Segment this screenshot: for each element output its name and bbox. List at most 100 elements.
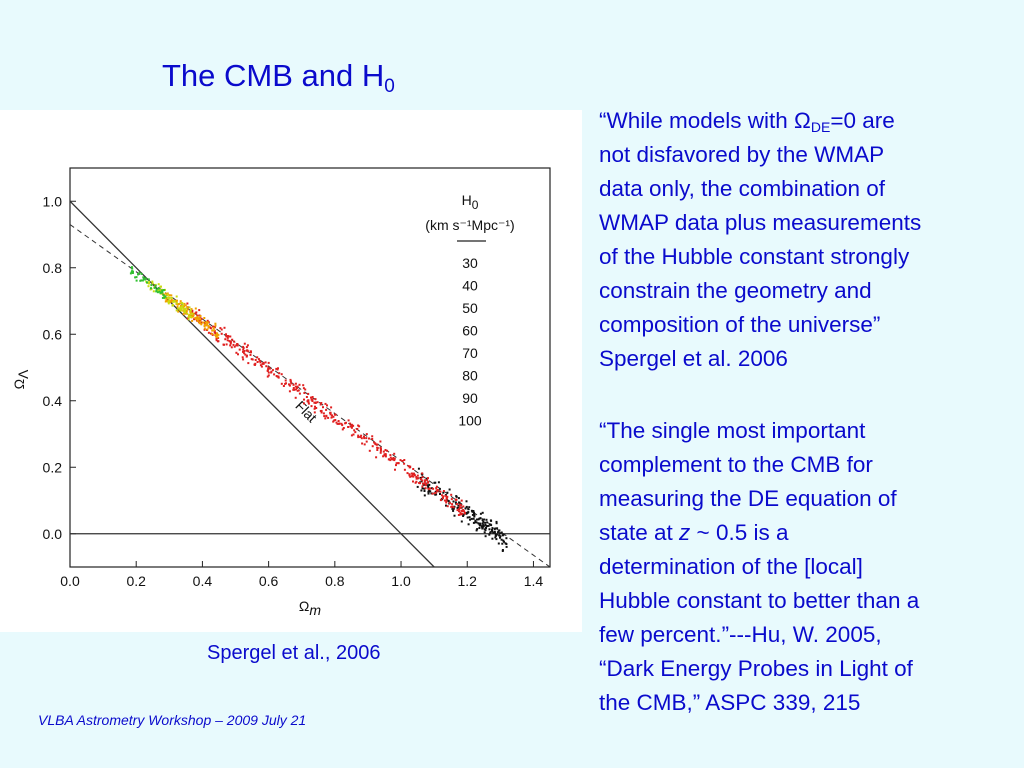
scatter-point (491, 528, 493, 531)
scatter-point (289, 378, 292, 381)
scatter-point (375, 456, 378, 459)
scatter-point (334, 419, 337, 421)
quote-line: data only, the combination of (599, 172, 1019, 206)
scatter-point (416, 485, 419, 488)
x-tick-label: 0.4 (193, 573, 213, 589)
scatter-point (166, 292, 169, 295)
scatter-point (485, 527, 487, 529)
scatter-point (419, 482, 421, 485)
scatter-point (280, 373, 283, 376)
scatter-point (190, 311, 193, 314)
scatter-point (479, 517, 482, 520)
scatter-point (304, 388, 307, 391)
scatter-point (337, 422, 340, 425)
scatter-point (486, 525, 488, 527)
scatter-point (463, 511, 466, 514)
scatter-point (341, 428, 344, 431)
scatter-point (164, 295, 167, 298)
scatter-point (303, 402, 305, 405)
scatter-point (417, 477, 420, 480)
scatter-point (363, 443, 366, 446)
scatter-point (246, 349, 249, 352)
scatter-point (292, 387, 295, 389)
scatter-point (428, 489, 431, 492)
scatter-point (229, 344, 232, 347)
scatter-point (492, 531, 495, 534)
quote-text: complement to the CMB for (599, 452, 873, 477)
scatter-point (495, 520, 498, 523)
scatter-point (331, 414, 333, 417)
scatter-point (445, 496, 448, 499)
scatter-point (403, 468, 406, 471)
scatter-point (168, 294, 171, 297)
scatter-point (270, 370, 273, 373)
scatter-point (277, 376, 280, 379)
scatter-point (296, 389, 299, 392)
scatter-point (474, 519, 477, 522)
quote-line: not disfavored by the WMAP (599, 138, 1019, 172)
scatter-point (435, 487, 438, 490)
scatter-point (155, 290, 158, 293)
scatter-point (325, 408, 328, 411)
quote-inline-special: z (679, 520, 691, 545)
quote-text: determination of the [local] (599, 554, 863, 579)
scatter-point (456, 506, 459, 509)
scatter-point (353, 429, 356, 432)
scatter-point (326, 404, 328, 407)
scatter-point (170, 299, 173, 301)
scatter-point (156, 291, 159, 294)
scatter-point (176, 302, 178, 305)
scatter-point (481, 527, 484, 530)
scatter-point (207, 331, 210, 334)
scatter-point (294, 382, 297, 385)
scatter-point (295, 388, 297, 391)
scatter-point (395, 462, 398, 465)
scatter-point (242, 350, 244, 353)
scatter-point (322, 412, 325, 415)
scatter-point (203, 327, 206, 330)
scatter-point (473, 514, 476, 517)
scatter-point (454, 501, 457, 504)
scatter-point (401, 460, 404, 462)
scatter-point (376, 447, 379, 449)
scatter-point (256, 361, 259, 363)
scatter-point (172, 303, 175, 306)
scatter-point (459, 513, 462, 516)
scatter-point (357, 434, 360, 437)
scatter-point (267, 368, 270, 371)
scatter-point (502, 539, 505, 542)
scatter-point (191, 319, 194, 322)
scatter-point (265, 365, 268, 368)
scatter-point (182, 309, 185, 312)
legend-entry: 60 (462, 323, 478, 339)
quote-text: Spergel et al. 2006 (599, 346, 788, 371)
scatter-point (458, 501, 461, 504)
scatter-point (481, 522, 484, 525)
scatter-point (168, 296, 171, 299)
scatter-point (470, 509, 473, 512)
scatter-point (316, 401, 319, 404)
scatter-point (225, 343, 228, 346)
scatter-point (420, 489, 423, 492)
scatter-point (457, 514, 460, 516)
scatter-point (207, 325, 210, 327)
scatter-point (266, 369, 269, 372)
scatter-point (430, 487, 433, 490)
scatter-point (187, 318, 190, 321)
scatter-point (334, 413, 337, 416)
legend-entry: 100 (458, 413, 482, 429)
scatter-point (458, 503, 461, 506)
scatter-point (206, 328, 209, 331)
scatter-point (448, 502, 451, 505)
scatter-point (412, 480, 414, 483)
scatter-point (207, 326, 210, 329)
scatter-point (194, 312, 197, 315)
scatter-point (503, 540, 505, 543)
scatter-point (140, 279, 143, 282)
scatter-point (498, 534, 501, 537)
scatter-point (423, 494, 426, 497)
scatter-point (175, 295, 178, 298)
scatter-point (212, 325, 215, 328)
scatter-point (164, 292, 167, 295)
scatter-point (476, 528, 479, 531)
